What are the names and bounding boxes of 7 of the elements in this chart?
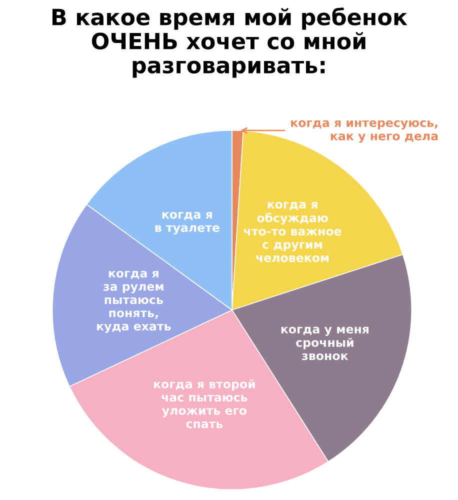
chart-title: В какое время мой ребенок ОЧЕНЬ хочет со мной разговаривать: — [52, 8, 408, 78]
slice-label: когда я за рулем пытаюсь понять, куда ехать — [97, 270, 171, 333]
slice-label: когда я обсуждаю что-то важное с другим человеком — [244, 202, 342, 262]
slice-label: когда у меня срочный звонок — [281, 326, 369, 360]
slice-label: когда я в туалете — [155, 212, 220, 234]
slice-label: когда я интересуюсь, как у него дела — [291, 120, 438, 143]
slice-label: когда я второй час пытаюсь уложить его спать — [154, 379, 255, 428]
